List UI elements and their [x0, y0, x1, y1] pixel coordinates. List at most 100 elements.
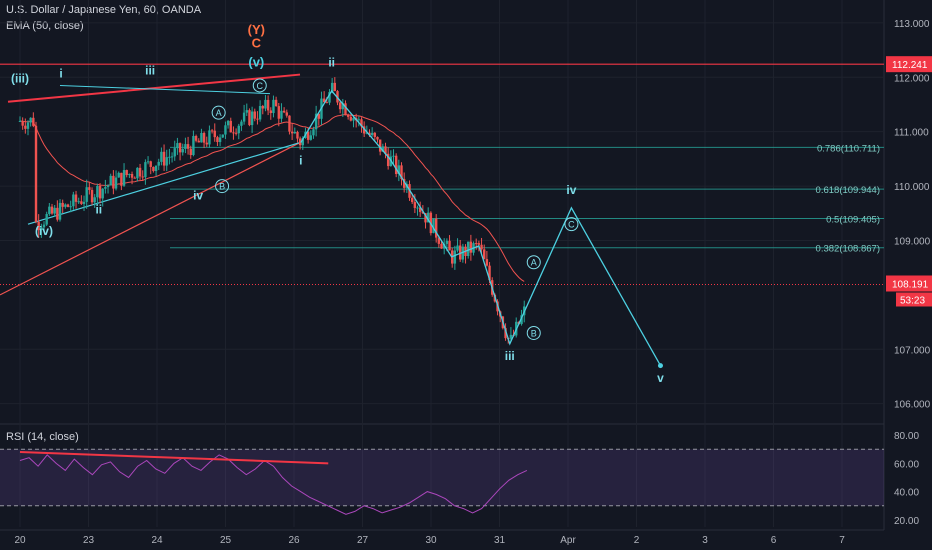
candle-body: [50, 206, 54, 214]
channel-lower-line: [27, 141, 301, 225]
candle-body: [213, 130, 216, 138]
candle-body: [85, 187, 88, 202]
wave-label: iii: [145, 64, 155, 78]
candle-body: [341, 103, 345, 110]
candle-body: [45, 214, 48, 225]
rsi-tick-label: 60.00: [894, 459, 919, 470]
wave-label: iv: [566, 183, 576, 197]
candle-body: [69, 206, 72, 208]
degree-label: (Y): [248, 22, 265, 37]
candle-body: [109, 175, 112, 186]
candle-body: [26, 122, 30, 129]
candle-body: [298, 138, 302, 146]
candle-body: [37, 221, 40, 231]
candle-body: [442, 243, 446, 249]
candle-body: [437, 237, 441, 244]
wave-label: ii: [328, 55, 335, 69]
candle-body: [77, 201, 80, 203]
candle-body: [312, 129, 315, 136]
lower-trendline: [0, 142, 301, 296]
circled-wave-marker: [526, 325, 541, 340]
time-tick-label: 23: [83, 535, 95, 546]
candle-body: [483, 249, 486, 260]
candle-body: [189, 148, 192, 156]
candle-body: [288, 115, 291, 132]
candle-body: [72, 194, 75, 207]
candle-body: [34, 125, 38, 222]
current-price-label: 108.191: [892, 279, 929, 290]
time-tick-label: 26: [288, 535, 300, 546]
candle-body: [64, 204, 67, 207]
candle-body: [277, 106, 280, 119]
candle-body: [168, 156, 171, 158]
candle-body: [61, 202, 64, 207]
candle-body: [274, 99, 278, 107]
candle-body: [138, 167, 142, 177]
time-tick-label: 20: [14, 535, 26, 546]
candle-body: [248, 110, 251, 126]
candle-body: [440, 243, 443, 249]
circled-wave-label: A: [531, 258, 537, 268]
candle-body: [509, 334, 513, 339]
candle-body: [216, 137, 219, 143]
candle-body: [373, 132, 377, 137]
candle-body: [280, 110, 283, 119]
rsi-tick-label: 80.00: [894, 431, 919, 442]
candle-body: [461, 246, 465, 260]
candle-body: [410, 197, 414, 203]
time-tick-label: 30: [425, 535, 437, 546]
candle-body: [475, 243, 478, 245]
candle-body: [416, 207, 419, 209]
candle-body: [296, 131, 299, 139]
circled-wave-marker: [215, 179, 230, 194]
candle-body: [485, 259, 489, 266]
rsi-tick-label: 20.00: [894, 516, 919, 527]
wave-label: i: [59, 66, 62, 80]
candle-body: [293, 131, 296, 134]
candle-body: [434, 218, 438, 238]
resistance-price-label: 112.241: [892, 60, 928, 71]
candle-body: [426, 212, 430, 223]
candle-body: [29, 117, 32, 123]
rsi-tick-label: 40.00: [894, 488, 919, 499]
candle-body: [194, 135, 198, 141]
current-price-tag: [886, 275, 932, 292]
candle-body: [122, 170, 126, 186]
candle-body: [42, 224, 46, 228]
candle-body: [245, 110, 248, 113]
rsi-band: [0, 449, 884, 506]
candle-body: [317, 113, 321, 119]
candle-body: [328, 92, 331, 103]
candle-body: [237, 125, 240, 134]
price-tick-label: 106.000: [894, 400, 931, 411]
time-tick-label: Apr: [560, 535, 576, 546]
candle-body: [192, 135, 195, 156]
candle-body: [424, 213, 427, 223]
candle-body: [141, 176, 144, 178]
candle-body: [384, 146, 387, 154]
candle-body: [221, 134, 224, 138]
candle-body: [90, 189, 94, 203]
wave-label: ii: [95, 202, 102, 216]
candle-body: [314, 113, 318, 130]
candle-body: [234, 132, 238, 134]
candle-body: [309, 135, 313, 140]
candle-body: [21, 120, 24, 126]
candle-body: [226, 120, 230, 126]
candle-body: [149, 161, 152, 167]
candle-body: [98, 185, 102, 199]
candle-body: [285, 112, 288, 116]
candle-body: [258, 106, 262, 120]
wave-label: i: [299, 153, 302, 167]
time-tick-label: 6: [771, 535, 777, 546]
candle-body: [378, 139, 382, 152]
candle-body: [58, 202, 62, 220]
candle-body: [218, 137, 222, 143]
candle-body: [210, 130, 214, 132]
candle-body: [413, 202, 417, 208]
candle-body: [160, 151, 163, 162]
candle-body: [136, 167, 139, 179]
candle-body: [93, 197, 96, 203]
candle-body: [253, 111, 256, 119]
